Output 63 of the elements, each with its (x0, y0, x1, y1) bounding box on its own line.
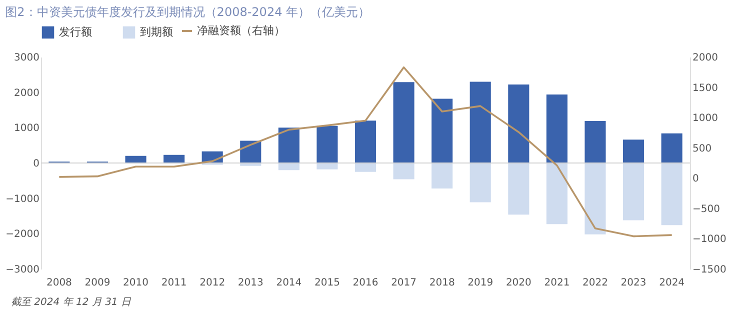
x-tick-label: 2016 (352, 278, 378, 288)
bar (546, 163, 568, 224)
bar (584, 163, 606, 234)
y2-tick-label: 0 (692, 174, 699, 185)
bar (393, 163, 414, 180)
y-tick-label: 3000 (14, 52, 40, 64)
bar (393, 82, 414, 163)
bar (432, 98, 453, 163)
bar (622, 140, 644, 163)
chart-title: 图2：中资美元债年度发行及到期情况（2008-2024 年）（亿美元） (5, 5, 370, 19)
bar (622, 163, 644, 220)
y2-tick-label: 1500 (692, 82, 718, 94)
bar (470, 82, 491, 163)
y2-tick-label: 2000 (692, 52, 718, 64)
y2-tick-label: −500 (692, 204, 720, 215)
bar (354, 120, 376, 163)
y2-tick-label: 1000 (692, 113, 718, 124)
y2-tick-label: −1500 (692, 264, 726, 276)
x-tick-label: 2021 (544, 278, 570, 288)
y-tick-label: 1000 (14, 123, 40, 134)
x-tick-label: 2024 (659, 278, 685, 288)
bar (164, 154, 185, 163)
bar (432, 163, 453, 188)
legend-label: 到期额 (140, 25, 173, 38)
y-tick-label: −2000 (6, 229, 40, 240)
bar (584, 120, 606, 163)
bar (278, 128, 300, 163)
x-tick-label: 2018 (429, 278, 455, 288)
x-tick-label: 2019 (468, 278, 494, 288)
bar (125, 156, 146, 163)
y2-tick-label: −1000 (692, 234, 726, 246)
x-tick-label: 2012 (200, 278, 226, 288)
x-tick-label: 2008 (46, 278, 72, 288)
bar (508, 163, 530, 215)
bar (508, 84, 530, 163)
x-tick-label: 2013 (238, 278, 264, 288)
y-tick-label: −3000 (6, 264, 40, 276)
x-tick-label: 2011 (161, 278, 187, 288)
x-tick-label: 2010 (123, 278, 148, 288)
bar (470, 163, 491, 202)
bar (354, 163, 376, 172)
bar (546, 94, 568, 163)
text: 截至 2024 年 12 月 31 日 (11, 296, 132, 308)
bar (316, 163, 338, 170)
y2-tick-label: 500 (692, 143, 712, 154)
bar (278, 163, 300, 170)
legend-label: 净融资额（右轴） (197, 24, 285, 37)
x-tick-label: 2022 (582, 278, 608, 288)
y-tick-label: 0 (33, 158, 40, 170)
bar (661, 133, 682, 163)
y-tick-label: 2000 (14, 88, 40, 99)
x-tick-label: 2014 (276, 278, 302, 288)
legend-label: 发行额 (59, 25, 92, 38)
line-series (58, 66, 673, 238)
y-tick-label: −1000 (6, 194, 40, 205)
x-tick-label: 2023 (620, 278, 646, 288)
x-tick-label: 2015 (314, 278, 340, 288)
x-tick-label: 2020 (506, 278, 532, 288)
bar (240, 140, 262, 163)
x-tick-label: 2017 (391, 278, 417, 288)
x-tick-label: 2009 (84, 278, 110, 288)
bar (316, 126, 338, 163)
bar (661, 163, 682, 226)
